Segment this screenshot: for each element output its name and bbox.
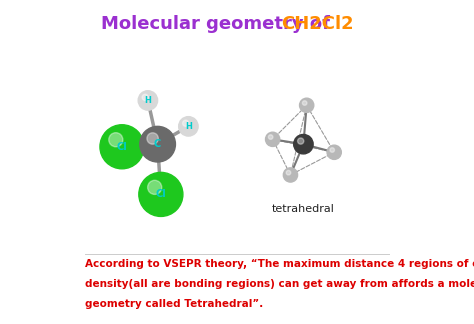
- Circle shape: [300, 98, 314, 112]
- Circle shape: [182, 120, 189, 126]
- Text: Molecular geometry of: Molecular geometry of: [101, 15, 336, 33]
- Circle shape: [139, 172, 183, 216]
- Circle shape: [265, 132, 280, 146]
- Text: CH2Cl2: CH2Cl2: [281, 15, 353, 33]
- Text: C: C: [154, 139, 161, 149]
- Text: H: H: [145, 96, 151, 105]
- Circle shape: [179, 117, 198, 136]
- Text: density(all are bonding regions) can get away from affords a molecular: density(all are bonding regions) can get…: [85, 279, 474, 289]
- Text: tetrahedral: tetrahedral: [272, 204, 335, 214]
- Circle shape: [138, 91, 158, 110]
- Circle shape: [298, 138, 304, 144]
- Circle shape: [330, 148, 335, 152]
- Circle shape: [294, 134, 313, 154]
- Circle shape: [140, 126, 175, 162]
- Circle shape: [147, 133, 158, 144]
- Circle shape: [142, 94, 148, 100]
- Text: geometry called Tetrahedral”.: geometry called Tetrahedral”.: [85, 299, 263, 309]
- Text: Cl: Cl: [117, 142, 128, 152]
- Circle shape: [109, 133, 123, 147]
- Circle shape: [302, 101, 307, 105]
- Text: H: H: [185, 122, 192, 131]
- Circle shape: [283, 168, 298, 182]
- Circle shape: [268, 135, 273, 139]
- Circle shape: [327, 145, 341, 159]
- Circle shape: [286, 170, 291, 175]
- Text: Cl: Cl: [155, 190, 166, 199]
- Text: According to VSEPR theory, “The maximum distance 4 regions of electron: According to VSEPR theory, “The maximum …: [85, 259, 474, 269]
- Circle shape: [100, 125, 144, 169]
- Circle shape: [147, 180, 162, 194]
